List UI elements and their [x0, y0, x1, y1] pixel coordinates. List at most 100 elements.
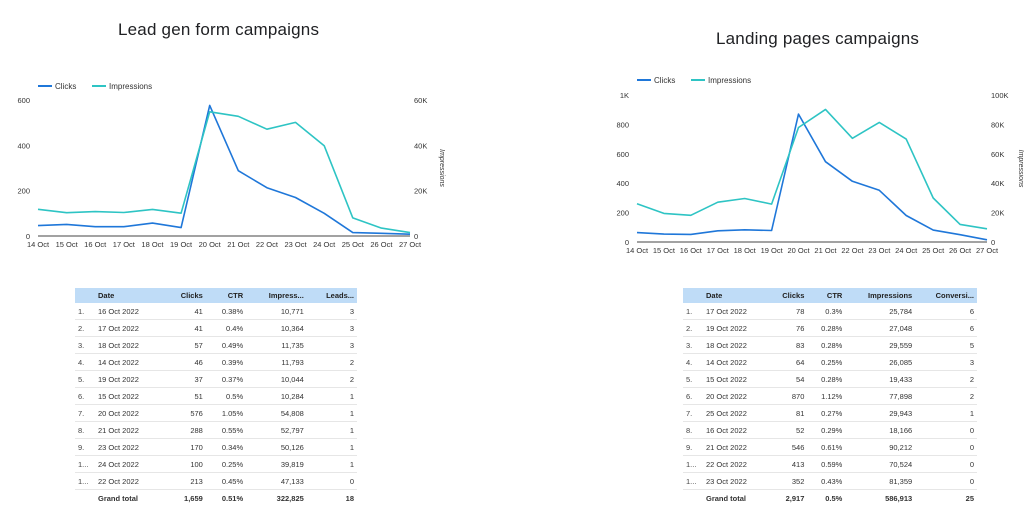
legend-item-clicks[interactable]: Clicks	[637, 76, 675, 85]
legend-label: Impressions	[708, 76, 751, 85]
cell-date: 23 Oct 2022	[95, 438, 165, 456]
legend-label: Impressions	[109, 82, 152, 91]
cell-ctr: 0.61%	[807, 438, 846, 456]
cell-ctr: 1.05%	[205, 404, 247, 422]
cell-ctr: 0.3%	[807, 303, 846, 320]
cell-blank	[683, 490, 703, 508]
cell-ctr: 0.4%	[205, 319, 247, 337]
cell-impressions: 29,559	[845, 336, 916, 354]
table-row[interactable]: 7. 25 Oct 2022 81 0.27% 29,943 1	[683, 404, 977, 422]
table-row[interactable]: 9. 23 Oct 2022 170 0.34% 50,126 1	[75, 438, 357, 456]
cell-clicks: 100	[164, 455, 206, 473]
cell-impressions: 19,433	[845, 370, 916, 388]
table-row[interactable]: 4. 14 Oct 2022 64 0.25% 26,085 3	[683, 353, 977, 371]
lead-gen-line-chart: Clicks Impressions 0 200 400 600 0 20K 40K 60K Imp…	[17, 82, 445, 249]
table-row[interactable]: 2. 19 Oct 2022 76 0.28% 27,048 6	[683, 319, 977, 337]
cell-last: 6	[915, 319, 977, 337]
cell-date: 18 Oct 2022	[703, 336, 769, 354]
cell-clicks: 413	[768, 455, 808, 473]
table-row[interactable]: 6. 20 Oct 2022 870 1.12% 77,898 2	[683, 387, 977, 405]
table-row[interactable]: 3. 18 Oct 2022 57 0.49% 11,735 3	[75, 336, 357, 354]
cell-clicks: 37	[164, 370, 206, 388]
table-row[interactable]: 1... 23 Oct 2022 352 0.43% 81,359 0	[683, 472, 977, 490]
column-header[interactable]: Impressions	[845, 288, 916, 303]
cell-blank	[75, 490, 95, 508]
column-header[interactable]: Leads...	[306, 288, 357, 303]
cell-clicks: 41	[164, 303, 206, 320]
cell-clicks: 64	[768, 353, 808, 371]
legend-label: Clicks	[654, 76, 675, 85]
y-right-tick-label: 20K	[991, 209, 1004, 218]
cell-ctr: 1.12%	[807, 387, 846, 405]
cell-clicks: 78	[768, 303, 808, 320]
y-left-tick-label: 0	[625, 238, 629, 247]
cell-clicks: 352	[768, 472, 808, 490]
x-tick-label: 19 Oct	[761, 246, 784, 255]
series-line-clicks[interactable]	[636, 113, 988, 241]
cell-clicks: 51	[164, 387, 206, 405]
column-header[interactable]: Date	[703, 288, 769, 303]
table-row[interactable]: 7. 20 Oct 2022 576 1.05% 54,808 1	[75, 404, 357, 422]
table-row[interactable]: 4. 14 Oct 2022 46 0.39% 11,793 2	[75, 353, 357, 371]
cell-index: 9.	[683, 438, 703, 456]
table-row[interactable]: 5. 19 Oct 2022 37 0.37% 10,044 2	[75, 370, 357, 388]
cell-impressions: 52,797	[246, 421, 307, 439]
y-right-axis-title: Impressions	[1017, 150, 1024, 188]
table-row[interactable]: 1... 24 Oct 2022 100 0.25% 39,819 1	[75, 455, 357, 473]
table-row[interactable]: 8. 16 Oct 2022 52 0.29% 18,166 0	[683, 421, 977, 439]
cell-index: 7.	[75, 404, 95, 422]
column-header[interactable]: Date	[95, 288, 165, 303]
y-right-tick-label: 100K	[991, 91, 1009, 100]
column-header[interactable]: Conversi...	[915, 288, 977, 303]
cell-impressions: 11,735	[246, 336, 307, 354]
y-right-tick-label: 80K	[991, 120, 1004, 129]
cell-date: 19 Oct 2022	[95, 370, 165, 388]
column-header[interactable]: Clicks	[164, 288, 206, 303]
cell-index: 1...	[75, 455, 95, 473]
cell-date: 20 Oct 2022	[703, 387, 769, 405]
table-row[interactable]: 3. 18 Oct 2022 83 0.28% 29,559 5	[683, 336, 977, 354]
cell-ctr: 0.55%	[205, 421, 247, 439]
table-row[interactable]: 2. 17 Oct 2022 41 0.4% 10,364 3	[75, 319, 357, 337]
x-tick-label: 23 Oct	[284, 240, 307, 249]
cell-ctr: 0.34%	[205, 438, 247, 456]
x-tick-label: 24 Oct	[895, 246, 918, 255]
column-header[interactable]: CTR	[807, 288, 846, 303]
landing-pages-panel: Landing pages campaigns Clicks Impression…	[512, 0, 1024, 524]
table-row[interactable]: 1... 22 Oct 2022 413 0.59% 70,524 0	[683, 455, 977, 473]
legend-item-impressions[interactable]: Impressions	[92, 82, 152, 91]
table-row[interactable]: 1. 17 Oct 2022 78 0.3% 25,784 6	[683, 303, 977, 320]
column-header[interactable]: CTR	[205, 288, 247, 303]
table-row[interactable]: 9. 21 Oct 2022 546 0.61% 90,212 0	[683, 438, 977, 456]
column-header[interactable]: Clicks	[768, 288, 808, 303]
cell-date: 16 Oct 2022	[95, 303, 165, 320]
series-line-impressions[interactable]	[37, 110, 411, 234]
y-right-tick-label: 60K	[414, 96, 427, 105]
cell-date: 21 Oct 2022	[95, 421, 165, 439]
table-row[interactable]: 5. 15 Oct 2022 54 0.28% 19,433 2	[683, 370, 977, 388]
total-clicks: 2,917	[785, 494, 805, 503]
cell-ctr: 0.28%	[807, 319, 846, 337]
legend-item-clicks[interactable]: Clicks	[38, 82, 76, 91]
x-tick-label: 22 Oct	[256, 240, 279, 249]
cell-ctr: 0.29%	[807, 421, 846, 439]
legend-item-impressions[interactable]: Impressions	[691, 76, 751, 85]
table-row[interactable]: 1... 22 Oct 2022 213 0.45% 47,133 0	[75, 472, 357, 490]
cell-clicks: 83	[768, 336, 808, 354]
series-line-clicks[interactable]	[37, 104, 411, 235]
x-tick-label: 15 Oct	[56, 240, 79, 249]
cell-impressions: 11,793	[246, 353, 307, 371]
table-row[interactable]: 8. 21 Oct 2022 288 0.55% 52,797 1	[75, 421, 357, 439]
table-row[interactable]: 6. 15 Oct 2022 51 0.5% 10,284 1	[75, 387, 357, 405]
cell-clicks: 54	[768, 370, 808, 388]
column-header[interactable]: Impress...	[246, 288, 307, 303]
cell-index: 6.	[683, 387, 703, 405]
cell-ctr: 0.28%	[807, 336, 846, 354]
total-label: Grand total	[706, 494, 747, 503]
series-line-impressions[interactable]	[636, 108, 988, 230]
table-row[interactable]: 1. 16 Oct 2022 41 0.38% 10,771 3	[75, 303, 357, 320]
y-left-tick-label: 1K	[620, 91, 629, 100]
cell-index: 1.	[75, 303, 95, 320]
cell-last: 0	[306, 472, 357, 490]
cell-clicks: 576	[164, 404, 206, 422]
